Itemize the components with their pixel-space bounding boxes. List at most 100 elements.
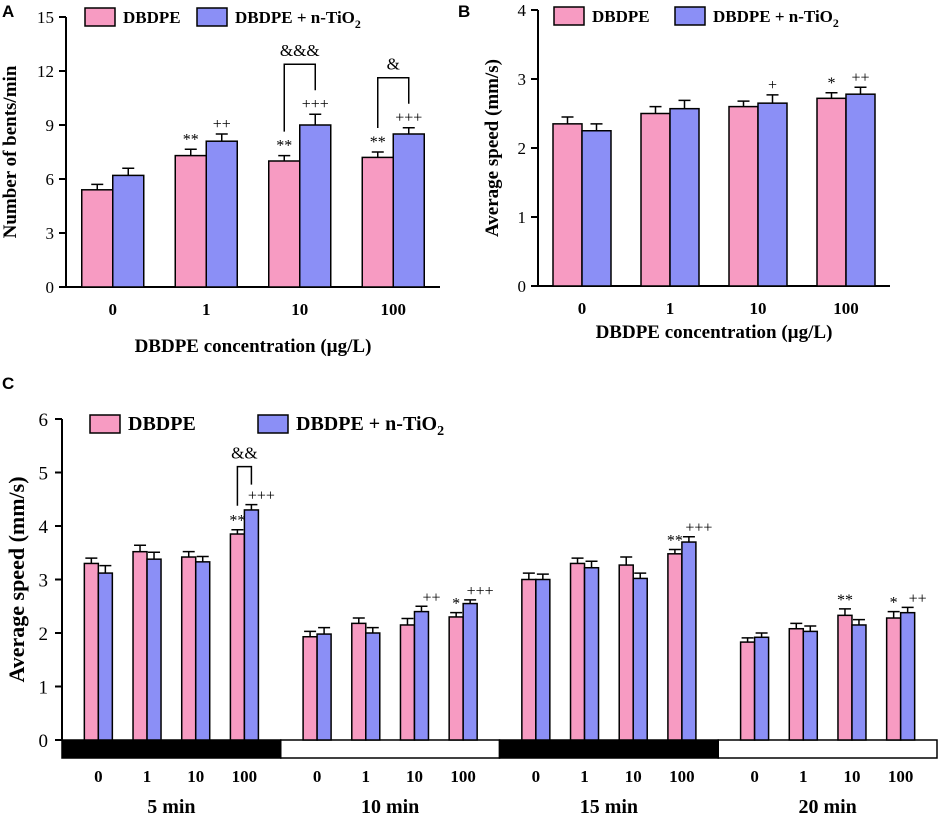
legend-swatch-dbdpe: [89, 414, 121, 434]
bar-dbdpe: [728, 105, 759, 287]
error-bar-tio2: [766, 94, 779, 104]
annotation-dbdpe: *: [828, 75, 836, 92]
error-bar-dbdpe: [522, 572, 535, 580]
bar-dbdpe: [885, 617, 902, 741]
legend-swatch-dbdpe: [84, 7, 116, 27]
y-tick-label: 4: [518, 1, 527, 20]
legend-label-tio2: DBDPE + n-TiO2: [235, 8, 361, 31]
y-tick-label: 2: [518, 139, 527, 158]
y-tick-label: 0: [46, 278, 55, 297]
annotation-dbdpe: **: [837, 592, 853, 609]
x-tick-label: 1: [202, 300, 211, 319]
bar-dbdpe: [180, 556, 197, 741]
bar-tio2: [681, 541, 697, 741]
error-bar-tio2: [634, 572, 647, 579]
bar-dbdpe: [81, 189, 114, 288]
y-axis-label: Average speed (mm/s): [4, 476, 29, 682]
x-tick-label: 0: [109, 300, 118, 319]
error-bar-dbdpe: [85, 557, 98, 564]
legend-swatch-tio2: [257, 414, 289, 434]
error-bar-tio2: [585, 560, 598, 568]
legend-label-dbdpe: DBDPE: [128, 413, 196, 435]
error-bar-dbdpe: [304, 630, 317, 637]
group-label: 10 min: [361, 796, 419, 818]
error-bar-tio2: [122, 167, 135, 176]
x-tick-label: 10: [187, 767, 204, 786]
x-tick-label: 0: [578, 299, 587, 318]
annotation-dbdpe: *: [452, 596, 460, 613]
group-label: 15 min: [580, 796, 638, 818]
bar-dbdpe: [739, 641, 756, 741]
y-tick-label: 4: [39, 517, 49, 538]
y-tick-label: 1: [518, 208, 527, 227]
bar-tio2: [392, 133, 425, 288]
time-band: [280, 739, 501, 759]
legend-swatch-tio2: [674, 6, 706, 26]
error-bar-dbdpe: [278, 154, 291, 161]
error-bar-dbdpe: [838, 608, 851, 616]
time-band: [717, 739, 938, 759]
error-bar-dbdpe: [737, 100, 750, 107]
bar-dbdpe: [618, 564, 634, 741]
annotation-tio2: +++: [248, 488, 275, 505]
y-tick-label: 3: [39, 571, 49, 592]
error-bar-tio2: [309, 113, 322, 125]
bar-tio2: [669, 107, 700, 287]
bar-dbdpe: [448, 616, 464, 741]
bar-dbdpe: [667, 553, 683, 741]
error-bar-dbdpe: [371, 151, 384, 158]
legend-label-tio2-subscript: 2: [833, 16, 839, 30]
y-tick-label: 2: [39, 624, 49, 645]
error-bar-tio2: [196, 555, 209, 562]
bar-dbdpe: [132, 550, 148, 741]
legend-swatch-tio2: [196, 7, 228, 27]
annotation-tio2: +++: [685, 520, 712, 537]
error-bar-dbdpe: [825, 92, 838, 99]
error-bar-tio2: [402, 126, 415, 134]
x-tick-label: 10: [406, 767, 423, 786]
error-bar-tio2: [415, 605, 428, 612]
panel-b-chart: 0 1 2 3 4 Average speed (mm/s) DBDPE concentra…: [482, 1, 890, 343]
error-bar-dbdpe: [561, 116, 574, 124]
annotation-dbdpe: **: [370, 134, 386, 151]
bar-tio2: [802, 630, 819, 741]
y-tick-label: 0: [39, 731, 49, 752]
error-bar-tio2: [852, 618, 865, 625]
y-tick-label: 6: [46, 170, 55, 189]
x-tick-label: 0: [750, 767, 759, 786]
legend-label-tio2-subscript: 2: [355, 17, 361, 31]
bar-dbdpe: [351, 622, 367, 741]
bar-dbdpe: [569, 562, 586, 741]
annotation-tio2: ++: [909, 590, 927, 607]
error-bar-dbdpe: [91, 183, 104, 190]
error-bar-dbdpe: [401, 617, 414, 625]
y-tick-label: 5: [39, 464, 49, 485]
error-bar-tio2: [901, 606, 914, 613]
bar-tio2: [97, 572, 114, 741]
bar-dbdpe: [640, 112, 671, 287]
annotation-tio2: +++: [302, 96, 329, 113]
y-tick-label: 12: [37, 62, 54, 81]
error-bar-tio2: [678, 99, 691, 109]
bar-dbdpe: [361, 156, 394, 288]
annotation-dbdpe: **: [276, 138, 292, 155]
legend-label-dbdpe: DBDPE: [592, 7, 650, 26]
legend-swatch-dbdpe: [553, 6, 585, 26]
error-bar-tio2: [99, 564, 112, 574]
bar-tio2: [365, 632, 381, 741]
bar-tio2: [299, 124, 332, 288]
y-tick-label: 3: [518, 70, 527, 89]
time-band: [498, 739, 719, 759]
bar-tio2: [581, 130, 612, 287]
error-bar-tio2: [854, 86, 867, 95]
error-bar-dbdpe: [620, 556, 633, 566]
bar-dbdpe: [229, 533, 246, 741]
error-bar-dbdpe: [571, 557, 584, 564]
error-bar-tio2: [590, 123, 603, 131]
bar-tio2: [535, 578, 551, 741]
error-bar-tio2: [366, 626, 379, 633]
bar-dbdpe: [268, 160, 301, 288]
bar-dbdpe: [302, 635, 318, 741]
bar-tio2: [757, 102, 788, 287]
